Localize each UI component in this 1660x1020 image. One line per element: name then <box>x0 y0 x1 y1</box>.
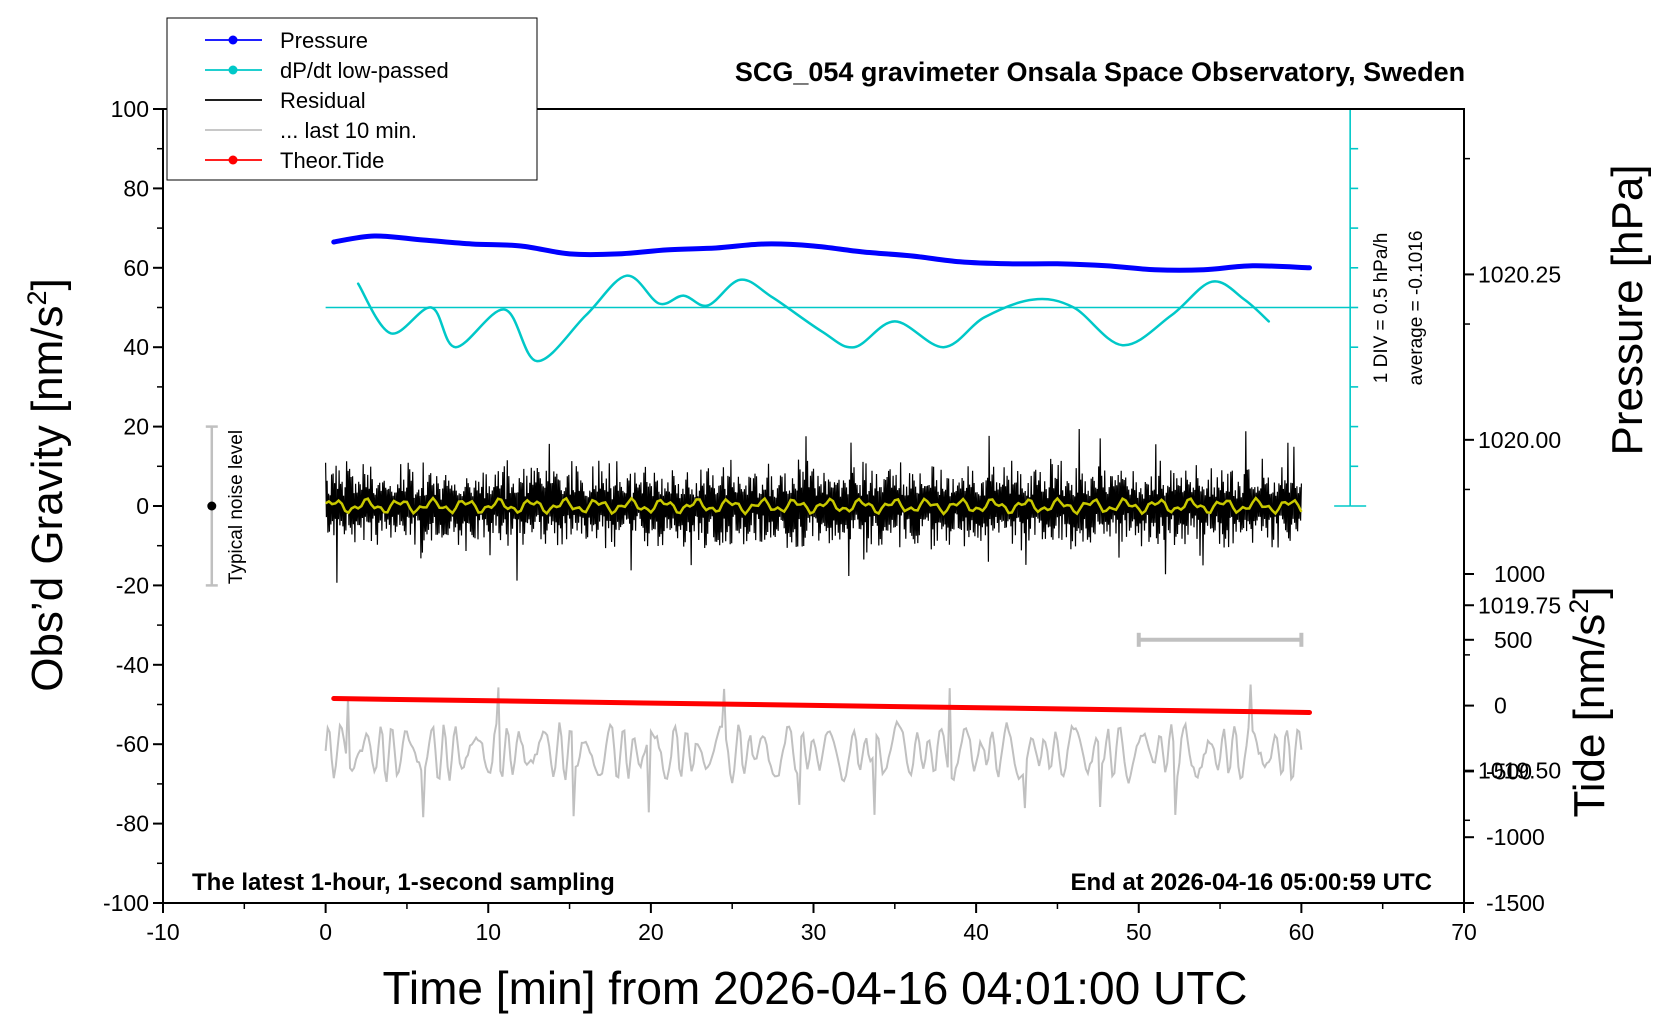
legend: Pressure dP/dt low-passed Residual ... last… <box>166 17 538 181</box>
tide-tick-label: 0 <box>1494 693 1507 719</box>
pressure-tick-label: 1019.50 <box>1478 758 1561 784</box>
noise-level-dot <box>207 501 217 511</box>
annotation-sampling: The latest 1-hour, 1-second sampling <box>192 869 615 896</box>
chart-title: SCG_054 gravimeter Onsala Space Observat… <box>735 57 1465 87</box>
y-left-tick-label: -80 <box>116 811 149 837</box>
annotation-noise-level: Typical noise level <box>226 430 247 584</box>
annotation-scale-div: 1 DIV = 0.5 hPa/h <box>1371 233 1392 384</box>
y-left-tick-label: -40 <box>116 652 149 678</box>
pressure-tick-label: 1020.00 <box>1478 427 1561 453</box>
y-label-left-exp: 2 <box>22 290 52 305</box>
traces <box>205 108 1367 818</box>
y-left-tick-label: 20 <box>123 414 149 440</box>
y-label-tide-base: Tide [nm/s <box>1565 614 1614 818</box>
tide-tick-label: 1000 <box>1494 561 1545 587</box>
legend-box <box>166 17 538 181</box>
y-left-tick-label: 40 <box>123 334 149 360</box>
y-axis-label-left: Obs’d Gravity [nm/s2] <box>22 278 72 692</box>
y-label-tide-tail: ] <box>1565 586 1614 598</box>
series-last-10-min <box>324 684 1303 818</box>
x-tick-label: -10 <box>146 919 179 945</box>
x-tick-label: 0 <box>319 919 332 945</box>
y-label-left-base: Obs’d Gravity [nm/s <box>23 305 72 691</box>
y-axis-label-tide: Tide [nm/s2] <box>1564 586 1614 817</box>
y-label-left-tail: ] <box>23 278 72 290</box>
x-tick-label: 40 <box>963 919 989 945</box>
legend-label: Theor.Tide <box>280 148 384 173</box>
legend-label: Pressure <box>280 28 368 53</box>
legend-label: Residual <box>280 88 366 113</box>
legend-swatch-marker <box>228 65 238 75</box>
y-left-tick-label: 60 <box>123 255 149 281</box>
x-tick-label: 10 <box>475 919 501 945</box>
x-tick-label: 30 <box>801 919 827 945</box>
y-left-tick-label: 0 <box>136 493 149 519</box>
legend-swatch-marker <box>228 35 238 45</box>
legend-label: ... last 10 min. <box>280 118 417 143</box>
annotation-end-time: End at 2026-04-16 05:00:59 UTC <box>1071 869 1433 896</box>
annotation-average: average = -0.1016 <box>1406 231 1427 386</box>
x-axis-label: Time [min] from 2026-04-16 04:01:00 UTC <box>383 962 1248 1014</box>
tide-tick-label: -1500 <box>1486 890 1545 916</box>
y-left-tick-label: -100 <box>103 890 149 916</box>
x-tick-label: 70 <box>1451 919 1477 945</box>
x-tick-label: 60 <box>1289 919 1315 945</box>
pressure-tick-label: 1020.25 <box>1478 261 1561 287</box>
x-tick-label: 20 <box>638 919 664 945</box>
y-left-tick-label: -20 <box>116 572 149 598</box>
y-left-tick-label: -60 <box>116 731 149 757</box>
y-axis-label-pressure: Pressure [hPa] <box>1603 164 1652 455</box>
axes: -10 0 10 20 30 40 50 60 70100806040200-20-40-60-… <box>103 96 1561 945</box>
y-left-tick-label: 80 <box>123 175 149 201</box>
legend-label: dP/dt low-passed <box>280 58 449 83</box>
series-residual <box>325 428 1302 583</box>
series-residual-lowpass <box>324 496 1303 516</box>
pressure-tick-label: 1019.75 <box>1478 592 1561 618</box>
series-theor-tide <box>331 696 1313 715</box>
tide-tick-label: -1000 <box>1486 824 1545 850</box>
x-tick-label: 50 <box>1126 919 1152 945</box>
y-left-tick-label: 100 <box>111 96 149 122</box>
tide-tick-label: 500 <box>1494 627 1532 653</box>
tide-tick-label: -500 <box>1486 758 1532 784</box>
y-label-tide-exp: 2 <box>1564 599 1594 614</box>
legend-swatch-marker <box>228 155 238 165</box>
